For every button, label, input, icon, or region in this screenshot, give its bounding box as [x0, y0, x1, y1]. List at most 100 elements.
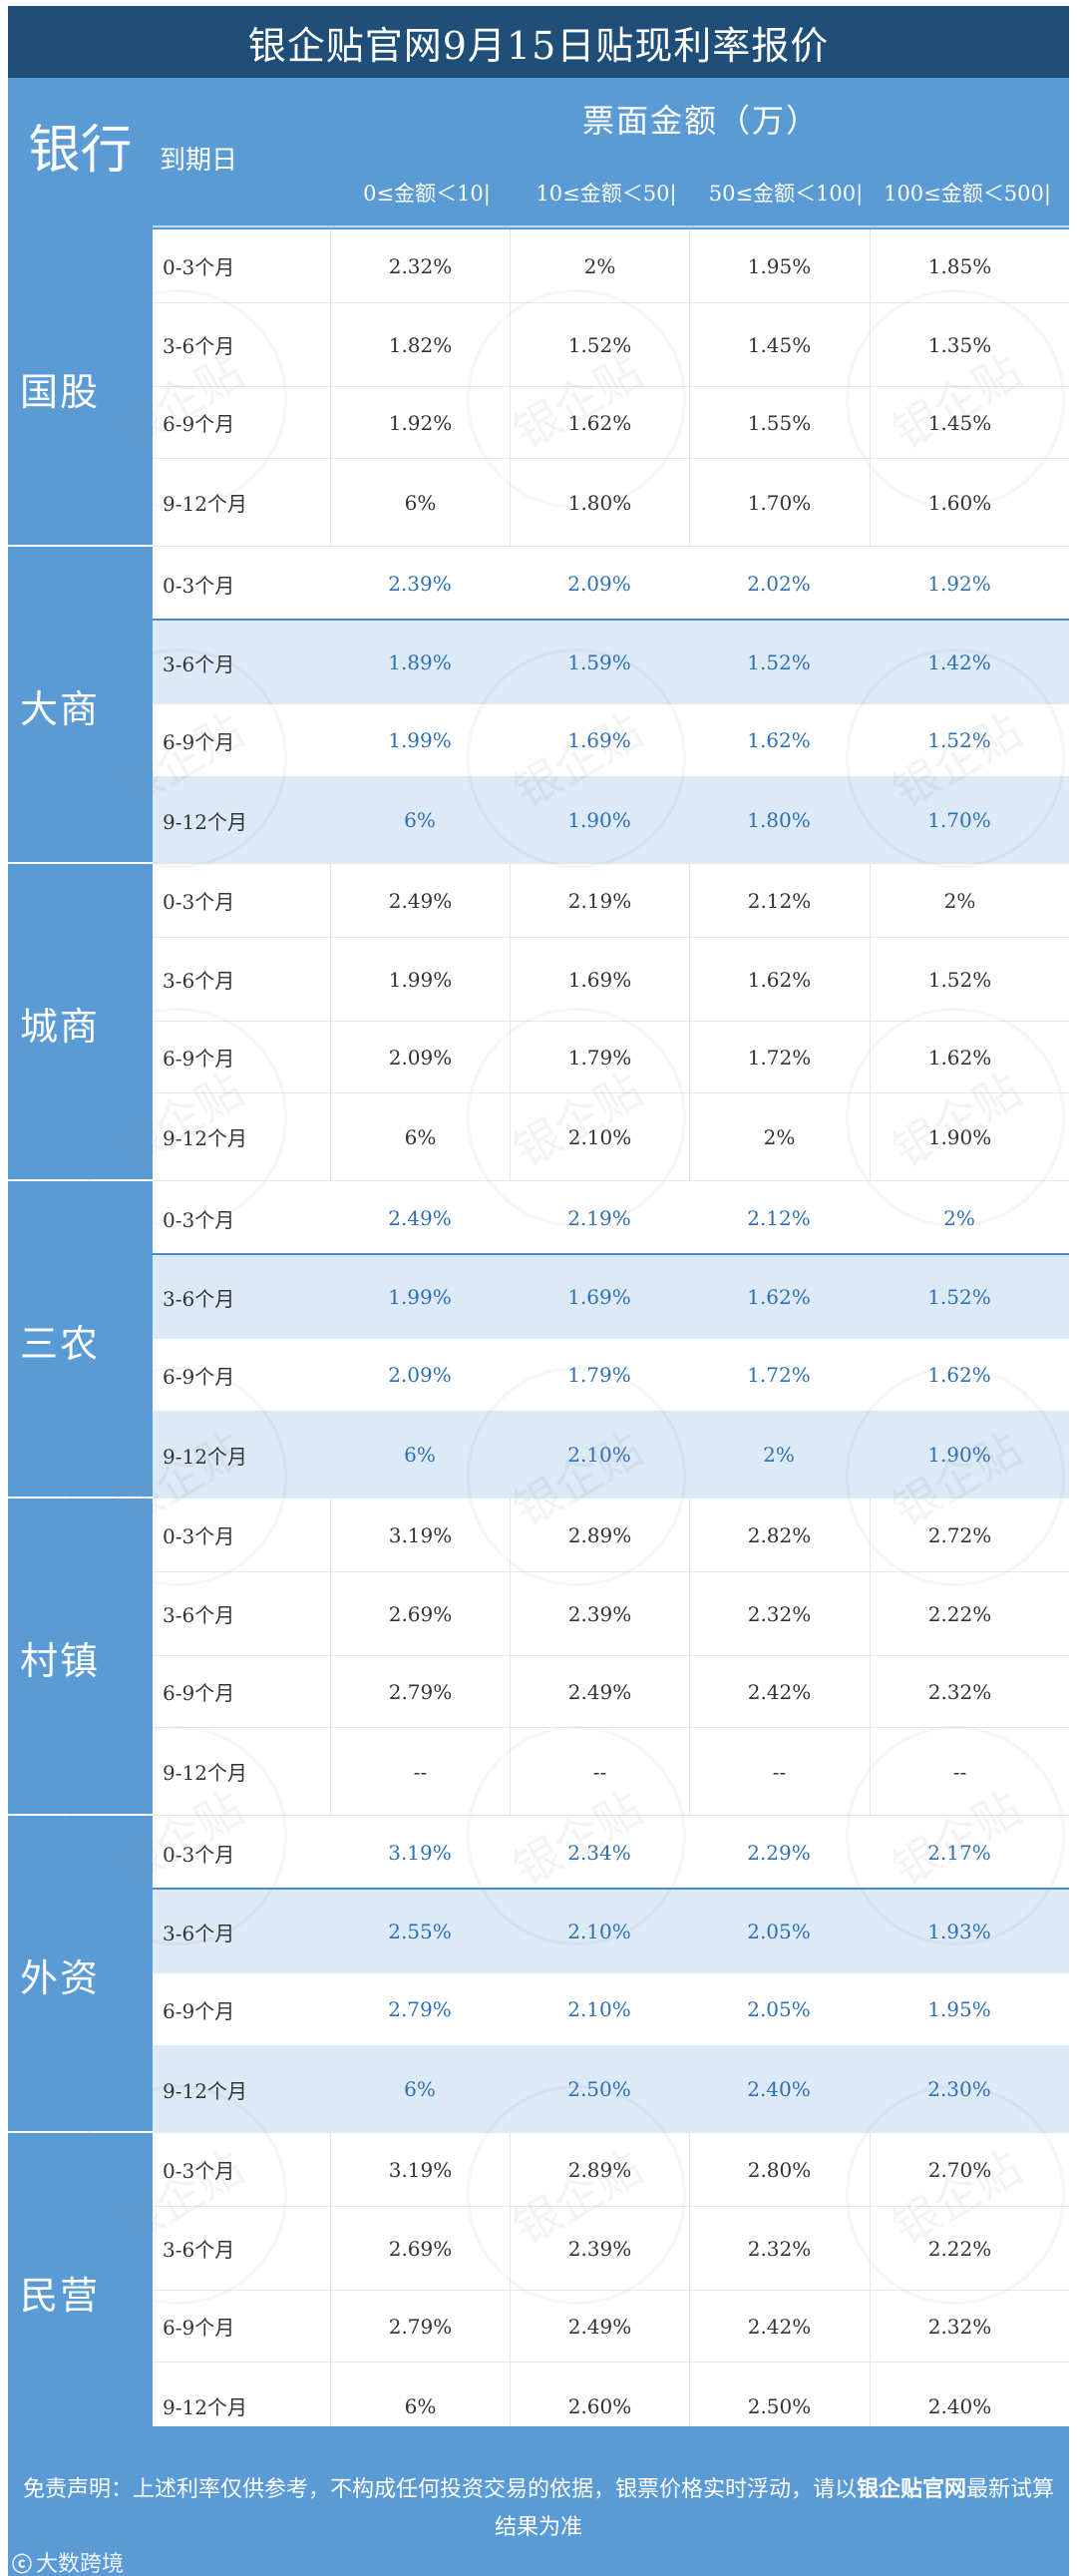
table-row: 3-6个月 1.99% 1.69% 1.62% 1.52%: [153, 1255, 1069, 1339]
group-rows: 0-3个月 3.19% 2.89% 2.80% 2.70% 3-6个月 2.69% 2.39%…: [153, 2133, 1069, 2450]
table-row: 9-12个月 6% 2.10% 2% 1.90%: [153, 1093, 1069, 1181]
table-row: 0-3个月 2.49% 2.19% 2.12% 2%: [153, 1181, 1069, 1255]
table-row: 3-6个月 2.69% 2.39% 2.32% 2.22%: [153, 1572, 1069, 1656]
rate-cell: 1.92%: [330, 387, 510, 458]
maturity-term: 3-6个月: [163, 1921, 235, 1945]
maturity-term: 6-9个月: [163, 729, 235, 754]
table-row: 0-3个月 3.19% 2.89% 2.82% 2.72%: [153, 1499, 1069, 1572]
rate-cell: 1.52%: [927, 1285, 991, 1309]
row-divider: [153, 619, 1069, 621]
row-divider: [153, 1253, 1069, 1255]
rate-cell: 1.85%: [870, 229, 1049, 302]
group-rows: 0-3个月 2.39% 2.09% 2.02% 1.92% 3-6个月 1.89% 1.59%…: [153, 547, 1069, 864]
table-row: 6-9个月 1.92% 1.62% 1.55% 1.45%: [153, 387, 1069, 459]
rate-cell: 2.89%: [510, 1499, 689, 1571]
maturity-term: 9-12个月: [163, 492, 247, 516]
rate-cell: 1.79%: [567, 1363, 631, 1387]
bank-group: 国股 0-3个月 2.32% 2% 1.95% 1.85% 3-6个月 1.82% 1.52% 1…: [8, 229, 1069, 547]
bank-group: 城商 0-3个月 2.49% 2.19% 2.12% 2% 3-6个月 1.99% 1.69% 1…: [8, 864, 1069, 1181]
table-row: 6-9个月 2.09% 1.79% 1.72% 1.62%: [153, 1022, 1069, 1093]
rate-cell: 1.99%: [388, 1285, 452, 1309]
table-row: 6-9个月 1.99% 1.69% 1.62% 1.52%: [153, 704, 1069, 776]
rate-cell: 1.99%: [330, 938, 510, 1021]
bank-group: 民营 0-3个月 3.19% 2.89% 2.80% 2.70% 3-6个月 2.69% 2.3…: [8, 2133, 1069, 2450]
bank-group-label: 民营: [8, 2133, 153, 2450]
amount-range-header: 50≤金额＜100|: [708, 182, 864, 206]
rate-cell: 2.32%: [689, 1572, 869, 1655]
rate-cell: 1.62%: [747, 1285, 811, 1309]
rate-cell: 2.40%: [870, 2362, 1049, 2449]
rate-cell: 2.12%: [747, 1206, 811, 1230]
table-row: 9-12个月 6% 2.10% 2% 1.90%: [153, 1411, 1069, 1499]
rate-cell: 2.30%: [927, 2077, 991, 2101]
rate-cell: 1.70%: [689, 459, 869, 546]
amount-range-header: 0≤金额＜10|: [363, 182, 491, 206]
maturity-term: 9-12个月: [163, 2078, 247, 2103]
bank-group-label: 村镇: [8, 1499, 153, 1816]
bank-group-label: 城商: [8, 864, 153, 1181]
rate-cell: 1.52%: [870, 938, 1049, 1021]
table-row: 3-6个月 2.55% 2.10% 2.05% 1.93%: [153, 1890, 1069, 1973]
group-divider: [8, 1497, 153, 1499]
group-divider: [8, 545, 153, 547]
table-row: 6-9个月 2.79% 2.10% 2.05% 1.95%: [153, 1973, 1069, 2045]
rate-cell: 1.62%: [870, 1022, 1049, 1092]
maturity-term: 0-3个月: [163, 2159, 235, 2183]
disclaimer-suffix: 最新试算结果为准: [494, 2477, 1055, 2540]
rate-cell: 1.52%: [927, 728, 991, 752]
group-rows: 0-3个月 3.19% 2.34% 2.29% 2.17% 3-6个月 2.55% 2.10%…: [153, 1816, 1069, 2133]
amount-group-header: 票面金额（万）: [581, 102, 820, 140]
rate-cell: 2.42%: [689, 2291, 869, 2361]
rate-cell: 1.42%: [927, 650, 991, 674]
group-divider: [8, 1179, 153, 1181]
rate-cell: --: [330, 1728, 510, 1815]
maturity-term: 3-6个月: [163, 1286, 235, 1311]
rate-cell: 6%: [404, 1443, 436, 1467]
group-divider: [8, 2131, 153, 2133]
rate-cell: 1.72%: [747, 1363, 811, 1387]
rate-cell: 1.93%: [927, 1920, 991, 1943]
table-row: 0-3个月 3.19% 2.89% 2.80% 2.70%: [153, 2133, 1069, 2207]
rate-cell: 2%: [510, 229, 689, 302]
rate-cell: 2.70%: [870, 2133, 1049, 2206]
rate-cell: 2.09%: [330, 1022, 510, 1092]
maturity-term: 6-9个月: [163, 1998, 235, 2023]
rate-cell: 1.90%: [870, 1093, 1049, 1180]
rate-cell: 2.09%: [388, 1363, 452, 1387]
maturity-term: 9-12个月: [163, 1126, 247, 1150]
rate-cell: 3.19%: [388, 1841, 452, 1865]
rate-cell: 2.12%: [689, 864, 869, 937]
rate-cell: 2.34%: [567, 1841, 631, 1865]
rate-cell: 1.80%: [510, 459, 689, 546]
table-row: 9-12个月 6% 2.50% 2.40% 2.30%: [153, 2045, 1069, 2133]
rate-cell: 2.39%: [510, 2207, 689, 2290]
rate-cell: 1.95%: [927, 1997, 991, 2021]
rate-cell: 2.89%: [510, 2133, 689, 2206]
bank-column-header: 银行: [28, 120, 133, 181]
rate-cell: 2%: [689, 1093, 869, 1180]
rate-cell: 6%: [404, 2077, 436, 2101]
rate-cell: --: [870, 1728, 1049, 1815]
rate-cell: 1.45%: [689, 303, 869, 386]
rate-cell: 6%: [330, 2362, 510, 2449]
bank-group: 大商 0-3个月 2.39% 2.09% 2.02% 1.92% 3-6个月 1.89% 1.5…: [8, 547, 1069, 864]
maturity-term: 0-3个月: [163, 573, 235, 598]
group-rows: 0-3个月 2.32% 2% 1.95% 1.85% 3-6个月 1.82% 1.52% 1.4…: [153, 229, 1069, 547]
maturity-term: 6-9个月: [163, 1681, 235, 1705]
bank-group-label: 外资: [8, 1816, 153, 2133]
table-header: 银行 到期日 票面金额（万） 0≤金额＜10| 10≤金额＜50| 50≤金额＜…: [8, 78, 1069, 229]
rate-cell: 1.79%: [510, 1022, 689, 1092]
rate-cell: 2.10%: [510, 1093, 689, 1180]
rate-cell: 2.17%: [927, 1841, 991, 1865]
maturity-term: 9-12个月: [163, 1761, 247, 1785]
rate-cell: 2.39%: [388, 572, 452, 596]
rate-cell: 2.49%: [388, 1206, 452, 1230]
maturity-term: 6-9个月: [163, 1047, 235, 1071]
rate-cell: 1.69%: [510, 938, 689, 1021]
rate-cell: 2.50%: [689, 2362, 869, 2449]
rate-cell: 2%: [943, 1206, 975, 1230]
amount-range-header: 100≤金额＜500|: [884, 182, 1051, 206]
table-row: 6-9个月 2.79% 2.49% 2.42% 2.32%: [153, 2291, 1069, 2362]
table-row: 6-9个月 2.79% 2.49% 2.42% 2.32%: [153, 1656, 1069, 1728]
rate-cell: 1.35%: [870, 303, 1049, 386]
